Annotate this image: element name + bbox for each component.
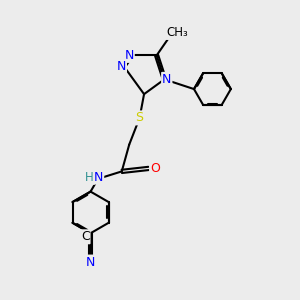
Text: N: N xyxy=(94,170,103,184)
Text: N: N xyxy=(124,49,134,62)
Text: C: C xyxy=(81,230,90,243)
Text: S: S xyxy=(136,111,144,124)
Text: N: N xyxy=(86,256,95,268)
Text: O: O xyxy=(150,162,160,175)
Text: H: H xyxy=(85,171,94,184)
Text: N: N xyxy=(117,60,126,73)
Text: CH₃: CH₃ xyxy=(167,26,188,39)
Text: N: N xyxy=(162,73,172,86)
